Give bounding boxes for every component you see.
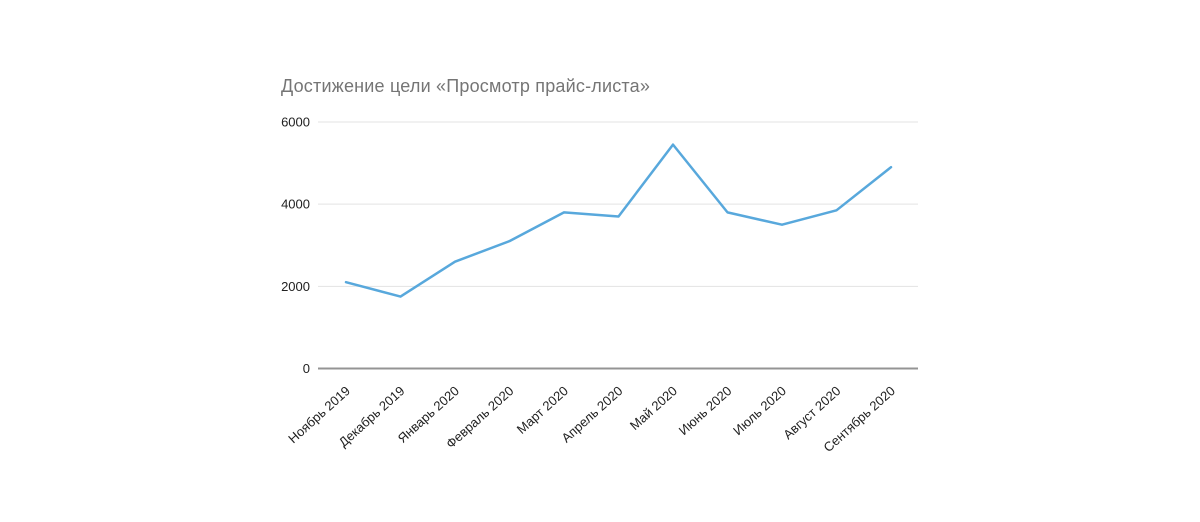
x-tick-label: Март 2020 — [514, 383, 571, 437]
chart-title: Достижение цели «Просмотр прайс-листа» — [281, 76, 651, 96]
y-tick-label: 6000 — [281, 115, 310, 130]
data-series-line — [344, 143, 893, 298]
y-tick-label: 0 — [303, 361, 310, 376]
x-tick-label: Июнь 2020 — [676, 383, 735, 438]
y-tick-label: 4000 — [281, 197, 310, 212]
x-tick-label: Май 2020 — [627, 383, 680, 433]
y-tick-label: 2000 — [281, 279, 310, 294]
